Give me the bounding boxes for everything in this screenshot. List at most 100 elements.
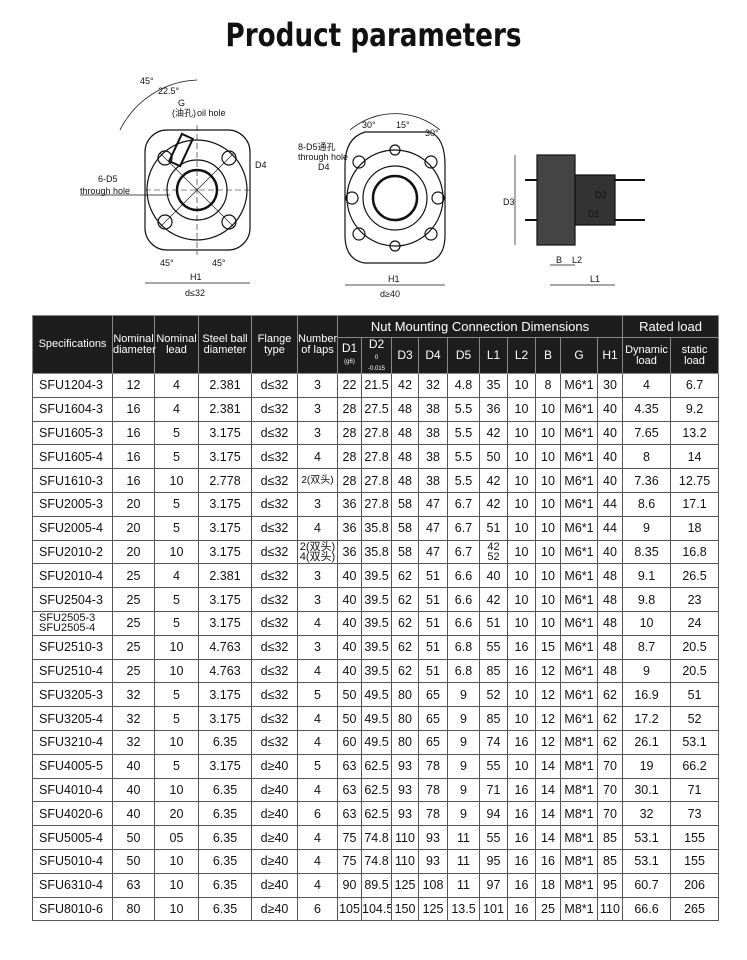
cell-spec: SFU2505-3 SFU2505-4 bbox=[32, 610, 113, 636]
cell-spec: SFU4020-6 bbox=[32, 801, 113, 827]
cell-d5: 9 bbox=[447, 682, 480, 708]
cell-g: M8*1 bbox=[560, 825, 598, 850]
cell-d4: 65 bbox=[418, 729, 448, 755]
cell-dynamic-load: 8 bbox=[622, 444, 672, 470]
cell-spec: SFU1604-3 bbox=[32, 396, 113, 422]
fig1-d4: D4 bbox=[255, 160, 267, 170]
cell-d1: 75 bbox=[337, 848, 362, 874]
cell-nominal-lead: 5 bbox=[154, 706, 199, 731]
fig3-b: B bbox=[556, 255, 562, 265]
cell-laps: 4 bbox=[297, 515, 338, 541]
cell-b: 14 bbox=[535, 753, 561, 779]
header-ball-diameter: Steel ball diameter bbox=[198, 315, 252, 374]
table-row: SFU2510-3 25 10 4.763 d≤32 3 40 39.5 62 51 6.8 55 16… bbox=[32, 634, 720, 660]
cell-static-load: 51 bbox=[670, 682, 720, 708]
cell-b: 10 bbox=[535, 444, 561, 470]
cell-d2: 21.5 bbox=[361, 373, 392, 398]
cell-nominal-diameter: 40 bbox=[112, 801, 155, 827]
cell-ball-diameter: 6.35 bbox=[198, 896, 252, 922]
cell-ball-diameter: 3.175 bbox=[198, 753, 252, 779]
cell-nominal-diameter: 32 bbox=[112, 706, 155, 731]
header-rated-group: Rated load bbox=[622, 315, 720, 338]
cell-d2: 27.8 bbox=[361, 420, 392, 446]
cell-l2: 16 bbox=[507, 801, 536, 827]
cell-spec: SFU1605-4 bbox=[32, 444, 113, 470]
cell-ball-diameter: 6.35 bbox=[198, 825, 252, 850]
cell-nominal-lead: 10 bbox=[154, 658, 199, 684]
cell-nominal-diameter: 16 bbox=[112, 468, 155, 493]
cell-flange-type: d≤32 bbox=[251, 610, 298, 636]
cell-d1: 28 bbox=[337, 420, 362, 446]
cell-spec: SFU8010-6 bbox=[32, 896, 113, 922]
table-row: SFU2510-4 25 10 4.763 d≤32 4 40 39.5 62 51 6.8 85 16… bbox=[32, 658, 720, 684]
cell-d3: 58 bbox=[391, 539, 419, 565]
fig1-angle-bl: 45° bbox=[160, 258, 174, 268]
cell-d1: 40 bbox=[337, 587, 362, 612]
cell-l1: 85 bbox=[479, 706, 508, 731]
cell-l2: 10 bbox=[507, 396, 536, 422]
cell-nominal-diameter: 80 bbox=[112, 896, 155, 922]
cell-flange-type: d≥40 bbox=[251, 872, 298, 898]
cell-ball-diameter: 6.35 bbox=[198, 777, 252, 803]
cell-flange-type: d≤32 bbox=[251, 539, 298, 565]
cell-nominal-diameter: 32 bbox=[112, 729, 155, 755]
cell-d1: 40 bbox=[337, 610, 362, 636]
cell-dynamic-load: 60.7 bbox=[622, 872, 672, 898]
table-row: SFU1604-3 16 4 2.381 d≤32 3 28 27.5 48 38 5.5 36 10 1… bbox=[32, 396, 720, 422]
cell-h1: 44 bbox=[596, 515, 624, 541]
cell-nominal-lead: 5 bbox=[154, 610, 199, 636]
cell-d2: 27.8 bbox=[361, 491, 392, 517]
cell-g: M6*1 bbox=[560, 682, 598, 708]
cell-d1: 36 bbox=[337, 491, 362, 517]
cell-d3: 48 bbox=[391, 444, 419, 470]
cell-l2: 10 bbox=[507, 444, 536, 470]
cell-flange-type: d≤32 bbox=[251, 634, 298, 660]
header-d4: D4 bbox=[418, 337, 448, 374]
fig3-l2: L2 bbox=[572, 255, 582, 265]
cell-d1: 63 bbox=[337, 777, 362, 803]
cell-d3: 48 bbox=[391, 396, 419, 422]
cell-d1: 63 bbox=[337, 753, 362, 779]
cell-d3: 80 bbox=[391, 706, 419, 731]
cell-spec: SFU2005-3 bbox=[32, 491, 113, 517]
cell-flange-type: d≤32 bbox=[251, 682, 298, 708]
cell-nominal-diameter: 20 bbox=[112, 491, 155, 517]
cell-g: M8*1 bbox=[560, 872, 598, 898]
cell-l2: 10 bbox=[507, 682, 536, 708]
cell-flange-type: d≥40 bbox=[251, 777, 298, 803]
cell-l2: 10 bbox=[507, 491, 536, 517]
cell-ball-diameter: 2.778 bbox=[198, 468, 252, 493]
cell-l1: 74 bbox=[479, 729, 508, 755]
cell-b: 12 bbox=[535, 682, 561, 708]
cell-g: M6*1 bbox=[560, 539, 598, 565]
cell-nominal-diameter: 32 bbox=[112, 682, 155, 708]
cell-d1: 28 bbox=[337, 444, 362, 470]
cell-b: 10 bbox=[535, 491, 561, 517]
table-row: SFU2504-3 25 5 3.175 d≤32 3 40 39.5 62 51 6.6 42 10 1… bbox=[32, 587, 720, 612]
cell-h1: 30 bbox=[596, 373, 624, 398]
cell-ball-diameter: 6.35 bbox=[198, 872, 252, 898]
cell-nominal-diameter: 12 bbox=[112, 373, 155, 398]
header-flange-type: Flange type bbox=[251, 315, 298, 374]
cell-flange-type: d≥40 bbox=[251, 825, 298, 850]
table-row: SFU3210-4 32 10 6.35 d≤32 4 60 49.5 80 65 9 74 16 12 M… bbox=[32, 729, 720, 755]
cell-d1: 50 bbox=[337, 682, 362, 708]
cell-static-load: 12.75 bbox=[670, 468, 720, 493]
cell-laps: 3 bbox=[297, 634, 338, 660]
cell-l1: 42 bbox=[479, 468, 508, 493]
fig3-d3: D3 bbox=[503, 197, 515, 207]
cell-d5: 5.5 bbox=[447, 444, 480, 470]
cell-nominal-diameter: 50 bbox=[112, 848, 155, 874]
cell-l1: 71 bbox=[479, 777, 508, 803]
cell-laps: 3 bbox=[297, 491, 338, 517]
cell-nominal-diameter: 63 bbox=[112, 872, 155, 898]
cell-ball-diameter: 4.763 bbox=[198, 658, 252, 684]
cell-b: 10 bbox=[535, 396, 561, 422]
table-row: SFU4010-4 40 10 6.35 d≥40 4 63 62.5 93 78 9 71 16 14 M… bbox=[32, 777, 720, 803]
cell-spec: SFU2504-3 bbox=[32, 587, 113, 612]
fig2-range: d≥40 bbox=[380, 289, 400, 299]
cell-d4: 32 bbox=[418, 373, 448, 398]
cell-spec: SFU1610-3 bbox=[32, 468, 113, 493]
cell-nominal-lead: 5 bbox=[154, 444, 199, 470]
cell-nominal-diameter: 20 bbox=[112, 539, 155, 565]
